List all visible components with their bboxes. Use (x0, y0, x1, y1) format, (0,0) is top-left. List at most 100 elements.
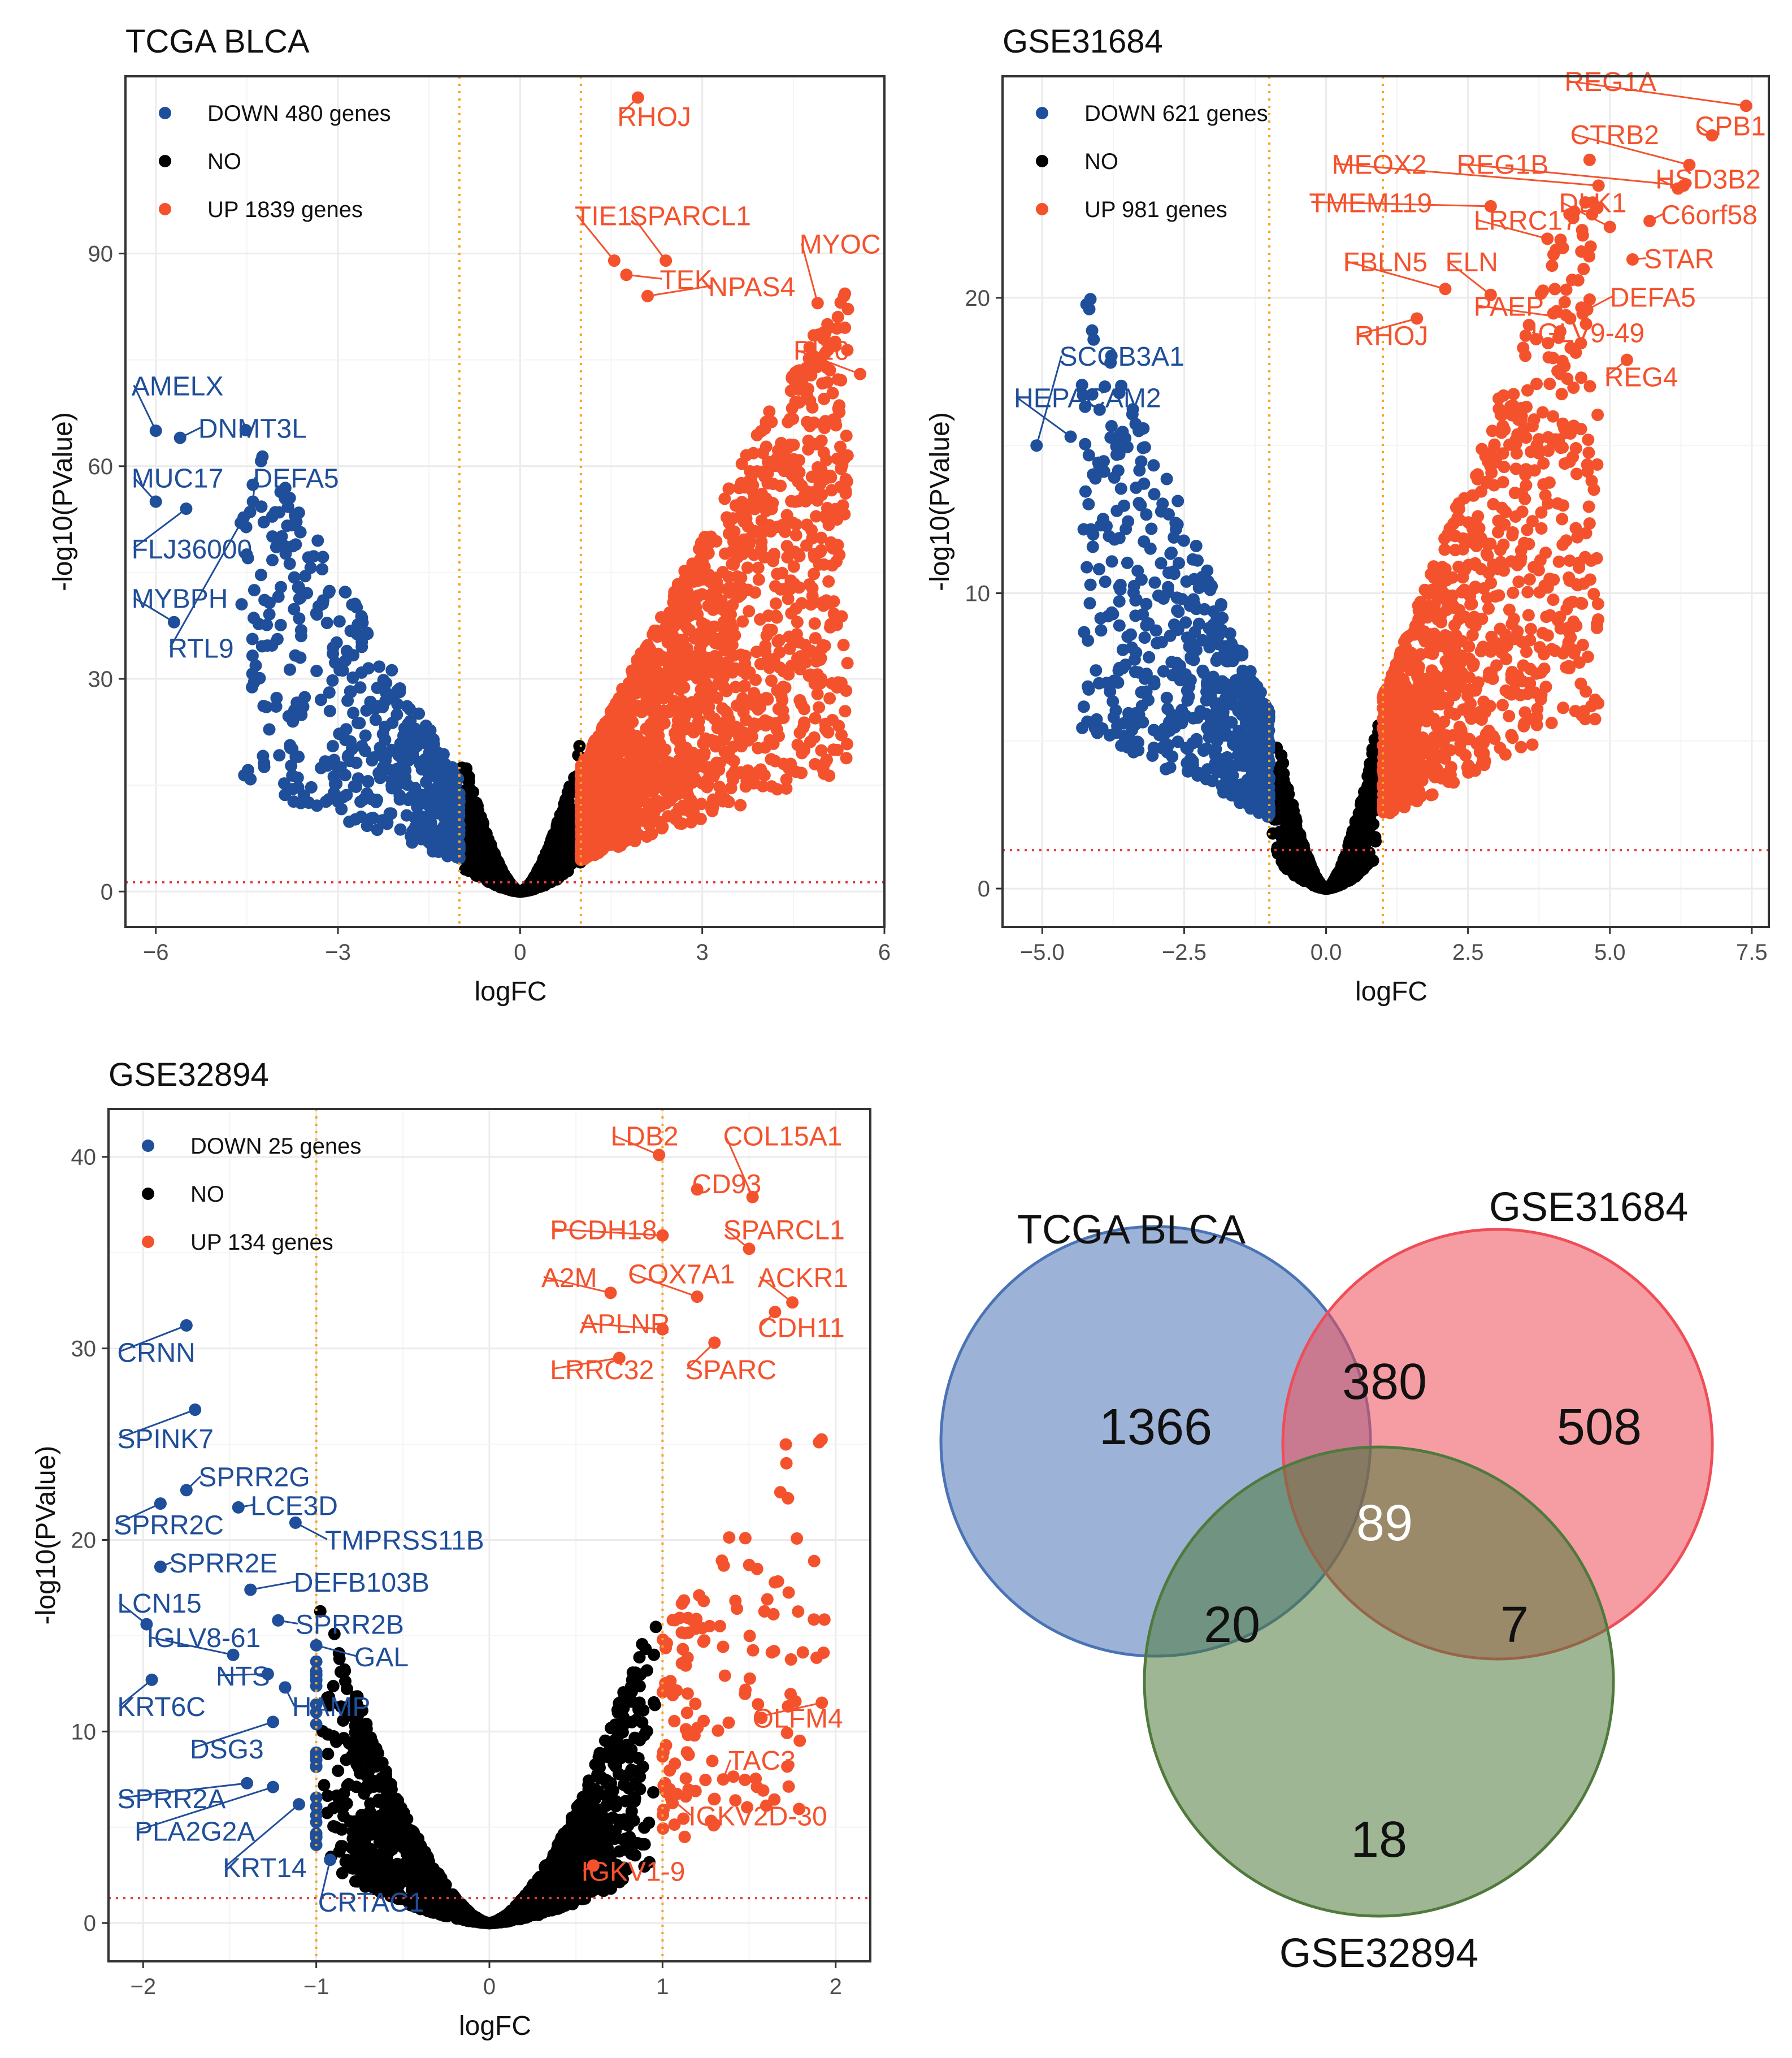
labeled-data-point (150, 424, 162, 437)
data-point (719, 548, 731, 560)
data-point (1521, 586, 1534, 599)
data-point (324, 705, 336, 717)
data-point (1548, 283, 1561, 295)
data-point (257, 700, 270, 712)
data-point (754, 613, 766, 626)
data-point (250, 660, 262, 672)
data-point (798, 744, 810, 756)
labeled-data-point (168, 616, 180, 629)
data-point (432, 846, 445, 858)
data-point (1340, 868, 1352, 881)
data-point (1583, 154, 1596, 166)
data-point (339, 586, 352, 598)
data-point (791, 616, 804, 629)
data-point (832, 311, 844, 323)
data-point (341, 645, 353, 657)
data-point (729, 662, 741, 675)
data-point (816, 761, 828, 773)
data-point (733, 732, 745, 744)
data-point (804, 420, 816, 432)
data-point (270, 700, 283, 713)
data-point (808, 731, 821, 744)
data-point (723, 607, 735, 619)
data-point (263, 597, 276, 609)
data-point (1525, 445, 1537, 458)
data-point (637, 782, 650, 795)
data-point (704, 655, 717, 667)
data-point (763, 734, 776, 747)
data-point (1359, 828, 1372, 840)
data-point (1468, 489, 1480, 502)
data-point (1280, 785, 1292, 798)
data-point (701, 629, 714, 641)
data-point (818, 447, 830, 459)
legend-key-up (159, 203, 171, 215)
data-point (584, 815, 596, 827)
data-point (1524, 573, 1536, 586)
data-point (819, 415, 831, 427)
data-point (817, 639, 830, 652)
data-point (246, 681, 258, 694)
data-point (540, 847, 552, 859)
data-point (327, 642, 339, 654)
data-point (391, 685, 403, 697)
data-point (617, 721, 630, 734)
data-point (356, 740, 368, 752)
data-point (756, 495, 769, 508)
data-point (1587, 588, 1600, 600)
data-point (1483, 671, 1495, 683)
data-point (736, 496, 748, 508)
data-point (255, 569, 267, 581)
data-point (573, 740, 585, 752)
data-point (718, 727, 730, 739)
data-point (613, 709, 626, 721)
data-point (769, 580, 782, 592)
data-point (696, 617, 709, 630)
data-point (640, 642, 652, 654)
data-point (344, 735, 357, 748)
data-point (736, 616, 749, 628)
data-point (321, 617, 333, 629)
data-point (838, 639, 850, 651)
data-point (835, 729, 848, 742)
data-point (650, 766, 663, 779)
data-point (1456, 571, 1469, 583)
data-point (528, 879, 540, 891)
gene-label: RTL9 (168, 634, 234, 664)
chart-svg: RHOJTIE1SPARCL1TEKNPAS4MYOCPI16AMELXDNMT… (0, 0, 910, 1023)
data-point (727, 558, 740, 571)
x-tick-label: −3 (325, 940, 351, 965)
data-point (762, 623, 775, 636)
data-point (419, 753, 431, 766)
data-point (763, 519, 776, 531)
data-point (510, 884, 523, 896)
data-point (266, 530, 279, 543)
data-point (766, 780, 778, 792)
data-point (695, 813, 707, 825)
data-point (426, 785, 438, 798)
data-point (626, 679, 638, 691)
data-point (685, 749, 698, 762)
labeled-data-point (235, 517, 247, 529)
data-point (674, 737, 687, 749)
data-point (311, 535, 324, 547)
gene-label: MYOC (800, 230, 881, 260)
gene-label: SPARCL1 (630, 201, 751, 231)
data-point (676, 761, 689, 773)
data-point (333, 727, 345, 740)
data-point (823, 597, 835, 610)
data-point (747, 479, 759, 491)
data-point (823, 692, 836, 705)
data-point (757, 466, 770, 478)
data-point (723, 634, 735, 646)
data-point (827, 387, 839, 400)
data-point (327, 740, 339, 752)
data-point (1538, 648, 1550, 660)
data-point (677, 582, 689, 595)
data-point (698, 674, 710, 686)
data-point (693, 543, 705, 555)
labeled-data-point (608, 254, 621, 267)
data-point (692, 590, 704, 602)
x-tick-label: 3 (696, 940, 709, 965)
data-point (313, 600, 325, 613)
